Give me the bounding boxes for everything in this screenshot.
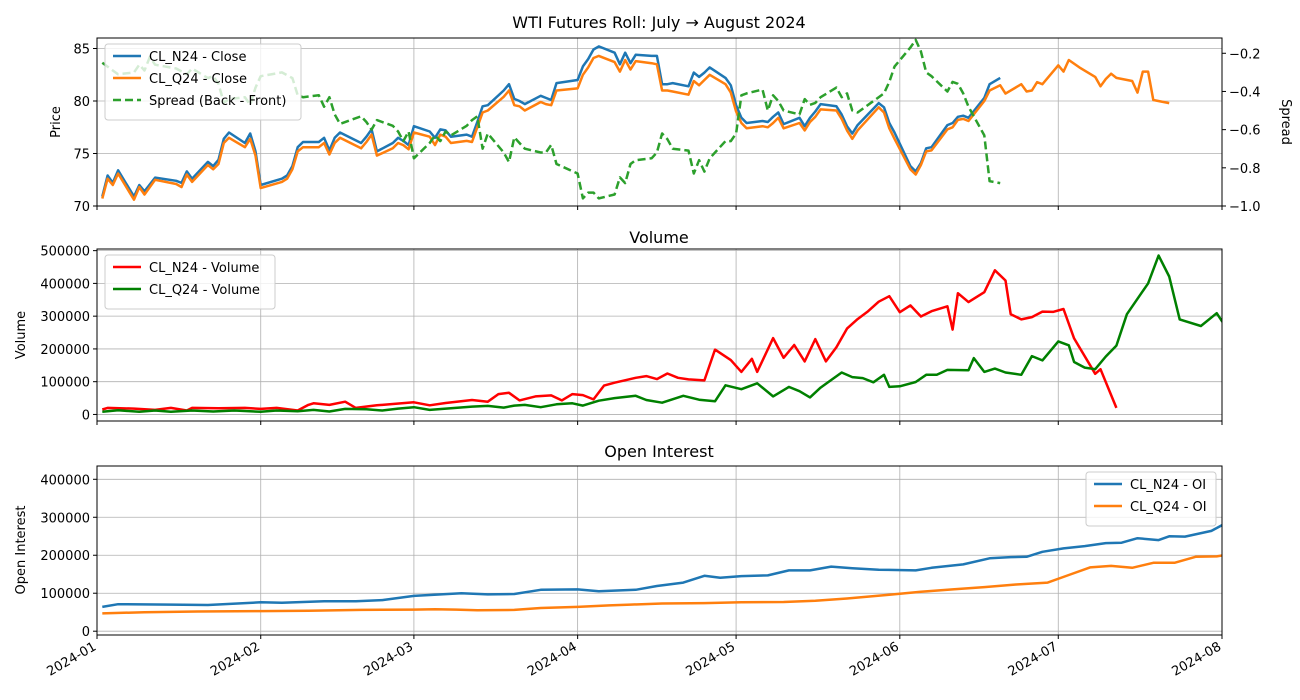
y-tick-label: 100000	[40, 376, 90, 391]
y-tick-label: 100000	[40, 587, 90, 602]
y-tick-label: 400000	[40, 473, 90, 488]
oi-panel-title: Open Interest	[604, 442, 713, 461]
series-line-2-0	[102, 523, 1222, 609]
legend-label: CL_Q24 - Volume	[149, 283, 260, 298]
y2-tick-label: −0.4	[1229, 85, 1261, 100]
y-tick-label: 70	[73, 200, 90, 215]
legend-box	[104, 43, 302, 121]
legend-label: CL_Q24 - Close	[149, 72, 247, 87]
series-line-1-0	[101, 269, 1118, 412]
y-tick-label: 500000	[40, 245, 90, 260]
y2-tick-label: −0.8	[1229, 162, 1261, 177]
y-tick-label: 75	[73, 148, 90, 163]
x-tick-label: 2024-03	[361, 639, 416, 679]
plot-frame	[96, 465, 1223, 636]
x-tick-label: 2024-01	[44, 639, 99, 679]
legend-label: CL_Q24 - OI	[1130, 500, 1207, 515]
y-tick-label: 200000	[40, 343, 90, 358]
plot-frame	[96, 248, 1223, 422]
y-tick-label: 300000	[40, 310, 90, 325]
x-tick-label: 2024-07	[1006, 639, 1061, 679]
panel-1: 0 100000 200000 300000 400000 500000 CL_N24 - …	[40, 245, 1223, 425]
legend-box	[104, 254, 276, 310]
y-tick-label: 300000	[40, 511, 90, 526]
y-tick-label: 400000	[40, 277, 90, 292]
x-tick-label: 2024-04	[525, 639, 580, 679]
plot-frame	[96, 37, 1223, 207]
y-tick-label: 80	[73, 95, 90, 110]
series-line-2-1	[102, 554, 1222, 615]
y-tick-label: 200000	[40, 549, 90, 564]
legend-label: Spread (Back - Front)	[149, 94, 286, 109]
y-tick-label: 0	[82, 625, 90, 640]
legend-label: CL_N24 - Volume	[149, 261, 259, 276]
x-tick-label: 2024-05	[684, 639, 739, 679]
y-tick-label: 85	[73, 43, 90, 58]
x-tick-label: 2024-06	[847, 639, 902, 679]
series-line-1-1	[102, 254, 1222, 414]
panel-0: 70 75 80 85 −1.0 −0.8 −0.6 −0.4 −0.2 CL_N24 - Clo…	[73, 37, 1261, 215]
price-axis-label: Price	[49, 106, 64, 138]
series-line-0-1	[101, 54, 1170, 201]
y2-tick-label: −0.6	[1229, 124, 1261, 139]
legend-label: CL_N24 - OI	[1130, 478, 1206, 493]
y-tick-label: 0	[82, 408, 90, 423]
x-tick-label: 2024-08	[1169, 639, 1224, 679]
spread-axis-label: Spread	[1278, 99, 1293, 145]
y2-tick-label: −1.0	[1229, 200, 1261, 215]
oi-axis-label: Open Interest	[14, 506, 29, 595]
volume-axis-label: Volume	[14, 311, 29, 359]
legend: CL_N24 - Volume CL_Q24 - Volume	[104, 254, 276, 310]
legend-label: CL_N24 - Close	[149, 50, 246, 65]
legend: CL_N24 - OI CL_Q24 - OI	[1085, 471, 1217, 527]
price-panel-title: WTI Futures Roll: July → August 2024	[512, 13, 805, 32]
x-tick-label: 2024-02	[208, 639, 263, 679]
legend: CL_N24 - Close CL_Q24 - Close Spread (Back…	[104, 43, 302, 121]
legend-box	[1085, 471, 1217, 527]
y2-tick-label: −0.2	[1229, 47, 1261, 62]
volume-panel-title: Volume	[629, 228, 689, 247]
panel-2: 0 100000 200000 300000 400000 CL_N24 - OI CL_Q…	[40, 465, 1223, 640]
